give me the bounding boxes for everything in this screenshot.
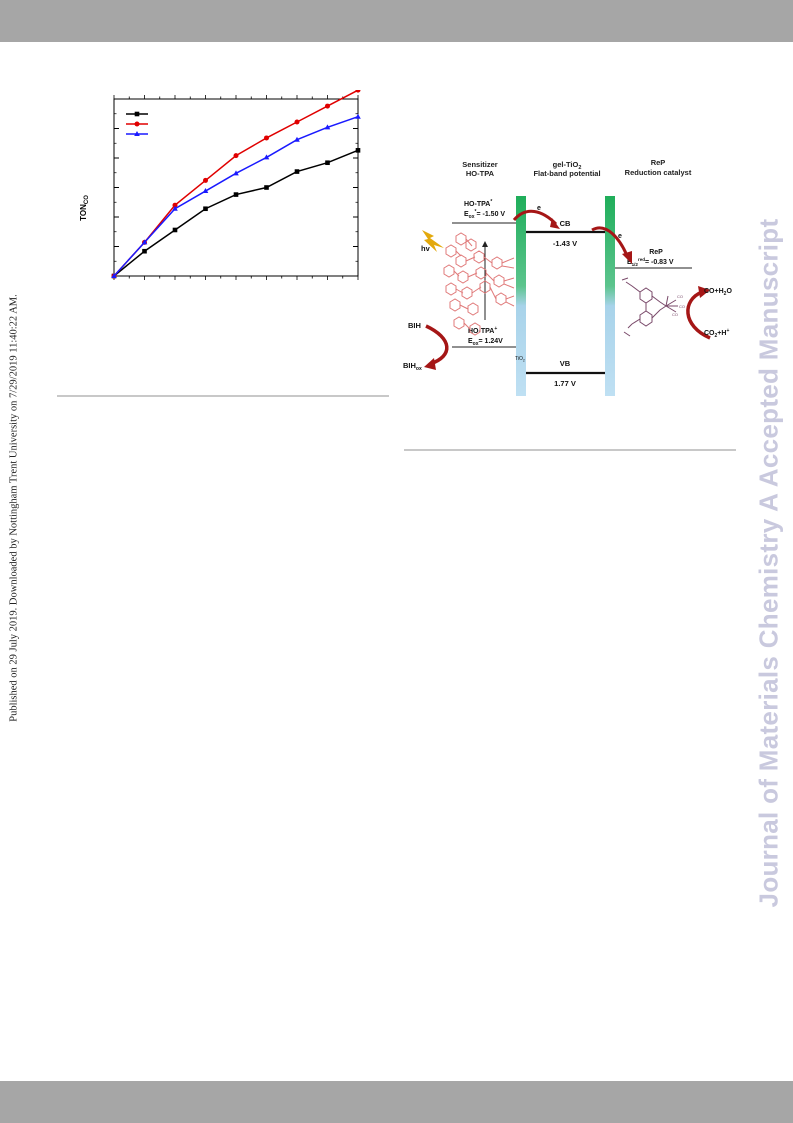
data-point [111,273,117,278]
tio2-title: gel-TiO2 [553,160,582,171]
excited-potential: Eox*= -1.50 V [464,209,505,220]
rep-co-label-1: CO [677,294,683,299]
diagram-caption-rule [404,449,736,451]
hv-label: hv [421,244,431,253]
sensitizer-molecule-icon [443,232,515,336]
rep-title: ReP [651,158,666,167]
ground-label: HO-TPA+ [468,326,497,335]
tio2-subtitle: Flat-band potential [533,169,600,178]
data-point [325,160,330,166]
sensitizer-title: Sensitizer [462,160,498,169]
data-point [325,103,330,109]
legend-marker [134,121,140,127]
rep-co-label-2: CO [679,304,685,309]
chart-legend [126,111,148,136]
transfer-arrowhead [622,251,632,264]
data-point [203,177,208,183]
vb-label: VB [560,359,571,368]
data-point [233,192,239,197]
rep-co-label-3: CO [672,312,678,317]
journal-watermark-text: Journal of Materials Chemistry A Accepte… [753,218,784,908]
legend-marker [134,111,140,117]
series-line-1 [113,149,359,277]
co2-arrowhead [698,286,710,298]
rep-level-label: ReP [649,249,663,256]
series-line-2 [113,90,359,277]
sensitizer-subtitle: HO-TPA [466,169,495,178]
legend-marker [134,131,140,136]
plot-frame [113,98,359,277]
data-point [141,239,148,245]
chart-series [111,90,361,279]
data-point [172,202,178,208]
data-point [263,154,270,160]
tio2-band-right [605,196,615,396]
data-point [202,188,209,194]
data-point [142,248,147,254]
data-point [264,185,269,190]
data-point [355,113,361,119]
rep-catalyst-molecule-icon [621,277,678,337]
bihox-label: BIHox [403,361,422,372]
co2-reduction-arrow [686,290,711,340]
y-axis-label: TONCO [79,195,90,221]
data-point [172,227,178,233]
data-point [294,169,300,174]
cb-label: CB [560,219,571,228]
electron-label-1: e [537,205,541,212]
footer-band [0,1081,793,1123]
chart-caption-rule [57,395,389,397]
cb-potential: -1.43 V [553,239,577,248]
co2-h-label: CO2+H+ [704,328,729,339]
bih-oxidation-arrow [425,324,449,366]
publication-note-text: Published on 29 July 2019. Downloaded by… [8,294,20,722]
data-point [355,148,361,153]
data-point [264,135,269,141]
data-point [203,206,208,212]
chart-axes [113,95,359,280]
data-point [294,136,300,142]
data-point [233,170,239,176]
excited-label: HO-TPA* [464,199,492,208]
tio2-small-label: TiO2 [515,356,525,363]
co-h2o-label: CO+H2O [704,288,732,297]
data-point [355,90,361,93]
data-point [233,153,239,159]
data-point [294,119,300,125]
energy-level-diagram: Sensitizer HO-TPA gel-TiO2 Flat-band pot… [403,158,732,396]
rep-subtitle: Reduction catalyst [625,168,692,177]
ton-co-chart: TONCO [79,90,361,280]
vb-potential: 1.77 V [554,379,576,388]
bih-label: BIH [408,321,421,330]
electron-label-2: e [618,233,622,240]
header-band [0,0,793,42]
rep-potential: E1/2red= -0.83 V [627,257,674,267]
bih-arrowhead [424,358,436,370]
data-point [172,205,178,211]
ground-potential: Eox= 1.24V [468,338,503,347]
data-point [324,124,331,130]
injection-arrowhead [550,218,560,229]
lightning-icon [422,230,444,252]
tio2-band-left [516,196,526,396]
